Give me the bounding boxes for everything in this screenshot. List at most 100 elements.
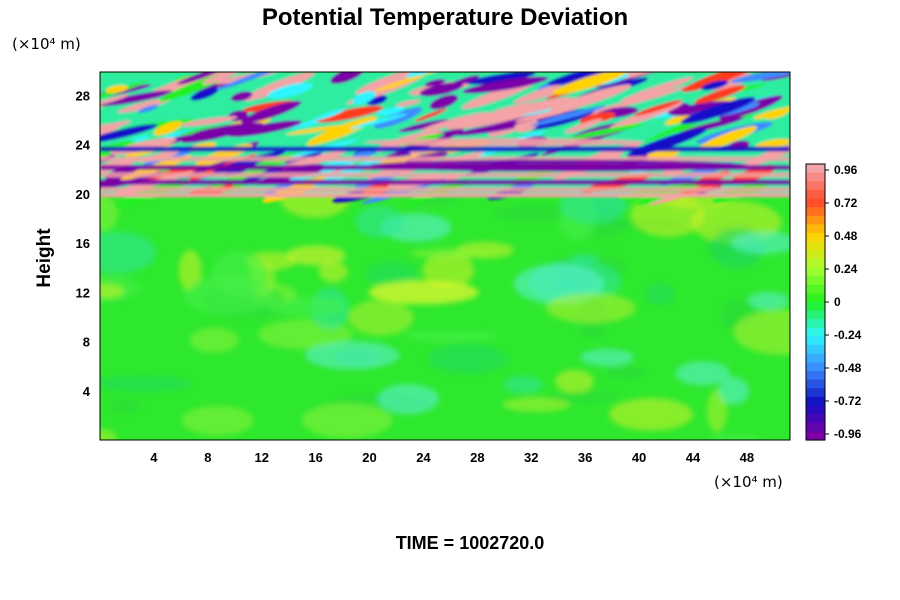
x-tick-label: 44 <box>686 450 701 465</box>
field-patch <box>189 327 239 353</box>
x-tick-label: 28 <box>470 450 484 465</box>
field-patch <box>454 120 534 136</box>
field-patch <box>422 252 475 289</box>
field-patch <box>449 75 480 87</box>
x-unit-label: (×10⁴ m) <box>714 473 783 491</box>
colorbar-swatch <box>806 207 825 217</box>
field-patch <box>398 119 450 133</box>
field-patch <box>495 97 574 118</box>
field-patch <box>466 72 536 85</box>
field-patch <box>718 376 750 405</box>
field-patch <box>100 172 790 178</box>
colorbar-tick-label: 0.24 <box>834 262 858 276</box>
colorbar-swatch <box>806 345 825 355</box>
y-tick-label: 20 <box>76 187 90 202</box>
field-patch <box>100 179 790 185</box>
x-tick-label: 24 <box>416 450 431 465</box>
colorbar-swatch <box>806 293 825 303</box>
field-patch <box>301 402 393 439</box>
colorbar-swatch <box>806 302 825 312</box>
field-patch <box>100 140 136 164</box>
field-patch <box>546 292 636 324</box>
field-patch <box>100 187 790 193</box>
field-patch <box>350 113 408 129</box>
field-patch <box>406 72 428 79</box>
colorbar-swatch <box>806 431 825 441</box>
field-patch <box>352 91 376 105</box>
colorbar-swatch <box>806 362 825 372</box>
field-patch <box>547 391 618 403</box>
field-patch <box>530 105 607 126</box>
field-patch <box>318 261 348 283</box>
y-axis-label: Height <box>34 228 55 288</box>
time-label: TIME = 1002720.0 <box>396 533 545 553</box>
field-patch <box>117 97 173 114</box>
colorbar-swatch <box>806 276 825 286</box>
field-patch <box>153 121 183 136</box>
y-tick-label: 8 <box>83 335 90 350</box>
field-patch <box>100 156 790 162</box>
y-tick-label: 28 <box>76 88 90 103</box>
field-patch <box>512 84 561 104</box>
field-patch <box>355 205 404 238</box>
colorbar-swatch <box>806 164 825 174</box>
field-patch <box>552 72 627 95</box>
field-patch <box>100 195 119 232</box>
field-patch <box>306 115 378 146</box>
field-patch <box>733 309 790 355</box>
field-patch <box>230 91 253 102</box>
field-patch <box>285 245 346 266</box>
field-patch <box>181 127 245 143</box>
field-patch <box>374 74 426 92</box>
colorbar-tick-label: -0.48 <box>834 361 862 375</box>
field-patch <box>115 178 191 208</box>
field-patch <box>179 116 238 127</box>
colorbar-swatch <box>806 224 825 234</box>
colorbar-swatch <box>806 172 825 182</box>
field-patch <box>409 248 490 260</box>
field-patch <box>330 72 365 84</box>
field-patch <box>608 397 693 431</box>
x-tick-label: 48 <box>740 450 754 465</box>
field-patch <box>709 434 762 440</box>
field-patch <box>701 80 729 91</box>
field-patch <box>605 365 646 379</box>
field-patch <box>414 108 448 122</box>
chart-title: Potential Temperature Deviation <box>262 4 628 31</box>
colorbar-swatch <box>806 267 825 277</box>
field-patch <box>242 72 315 102</box>
y-axis: 4 8 12 16 20 24 28 <box>76 88 91 398</box>
field-patch <box>445 113 524 130</box>
colorbar-swatch <box>806 258 825 269</box>
colorbar-tick-label: 0.72 <box>834 196 858 210</box>
field-patch <box>424 79 446 87</box>
field-patch <box>138 104 159 113</box>
field-patch <box>100 375 192 392</box>
field-patch <box>706 389 728 433</box>
field-patch <box>579 112 616 124</box>
colorbar-swatch <box>806 250 825 260</box>
y-tick-label: 24 <box>76 138 91 153</box>
field-patch <box>395 99 421 107</box>
field-patch <box>364 138 645 147</box>
x-tick-label: 40 <box>632 450 646 465</box>
colorbar-swatch <box>806 371 825 381</box>
field-patch <box>100 79 151 108</box>
x-tick-label: 36 <box>578 450 592 465</box>
field-patch <box>580 348 634 367</box>
field-patch <box>404 330 498 343</box>
field-patch <box>100 90 173 107</box>
field-patch <box>548 84 632 113</box>
field-patch <box>753 106 790 120</box>
field-patch <box>747 291 790 310</box>
heatmap-field <box>100 72 790 440</box>
x-tick-label: 8 <box>204 450 211 465</box>
field-patch <box>514 106 578 123</box>
colorbar-tick-label: 0.48 <box>834 229 858 243</box>
field-patch <box>377 384 440 415</box>
x-tick-label: 12 <box>254 450 268 465</box>
colorbar-tick-label: -0.96 <box>834 427 862 441</box>
colorbar-swatch <box>806 379 825 389</box>
field-patch <box>620 76 694 102</box>
